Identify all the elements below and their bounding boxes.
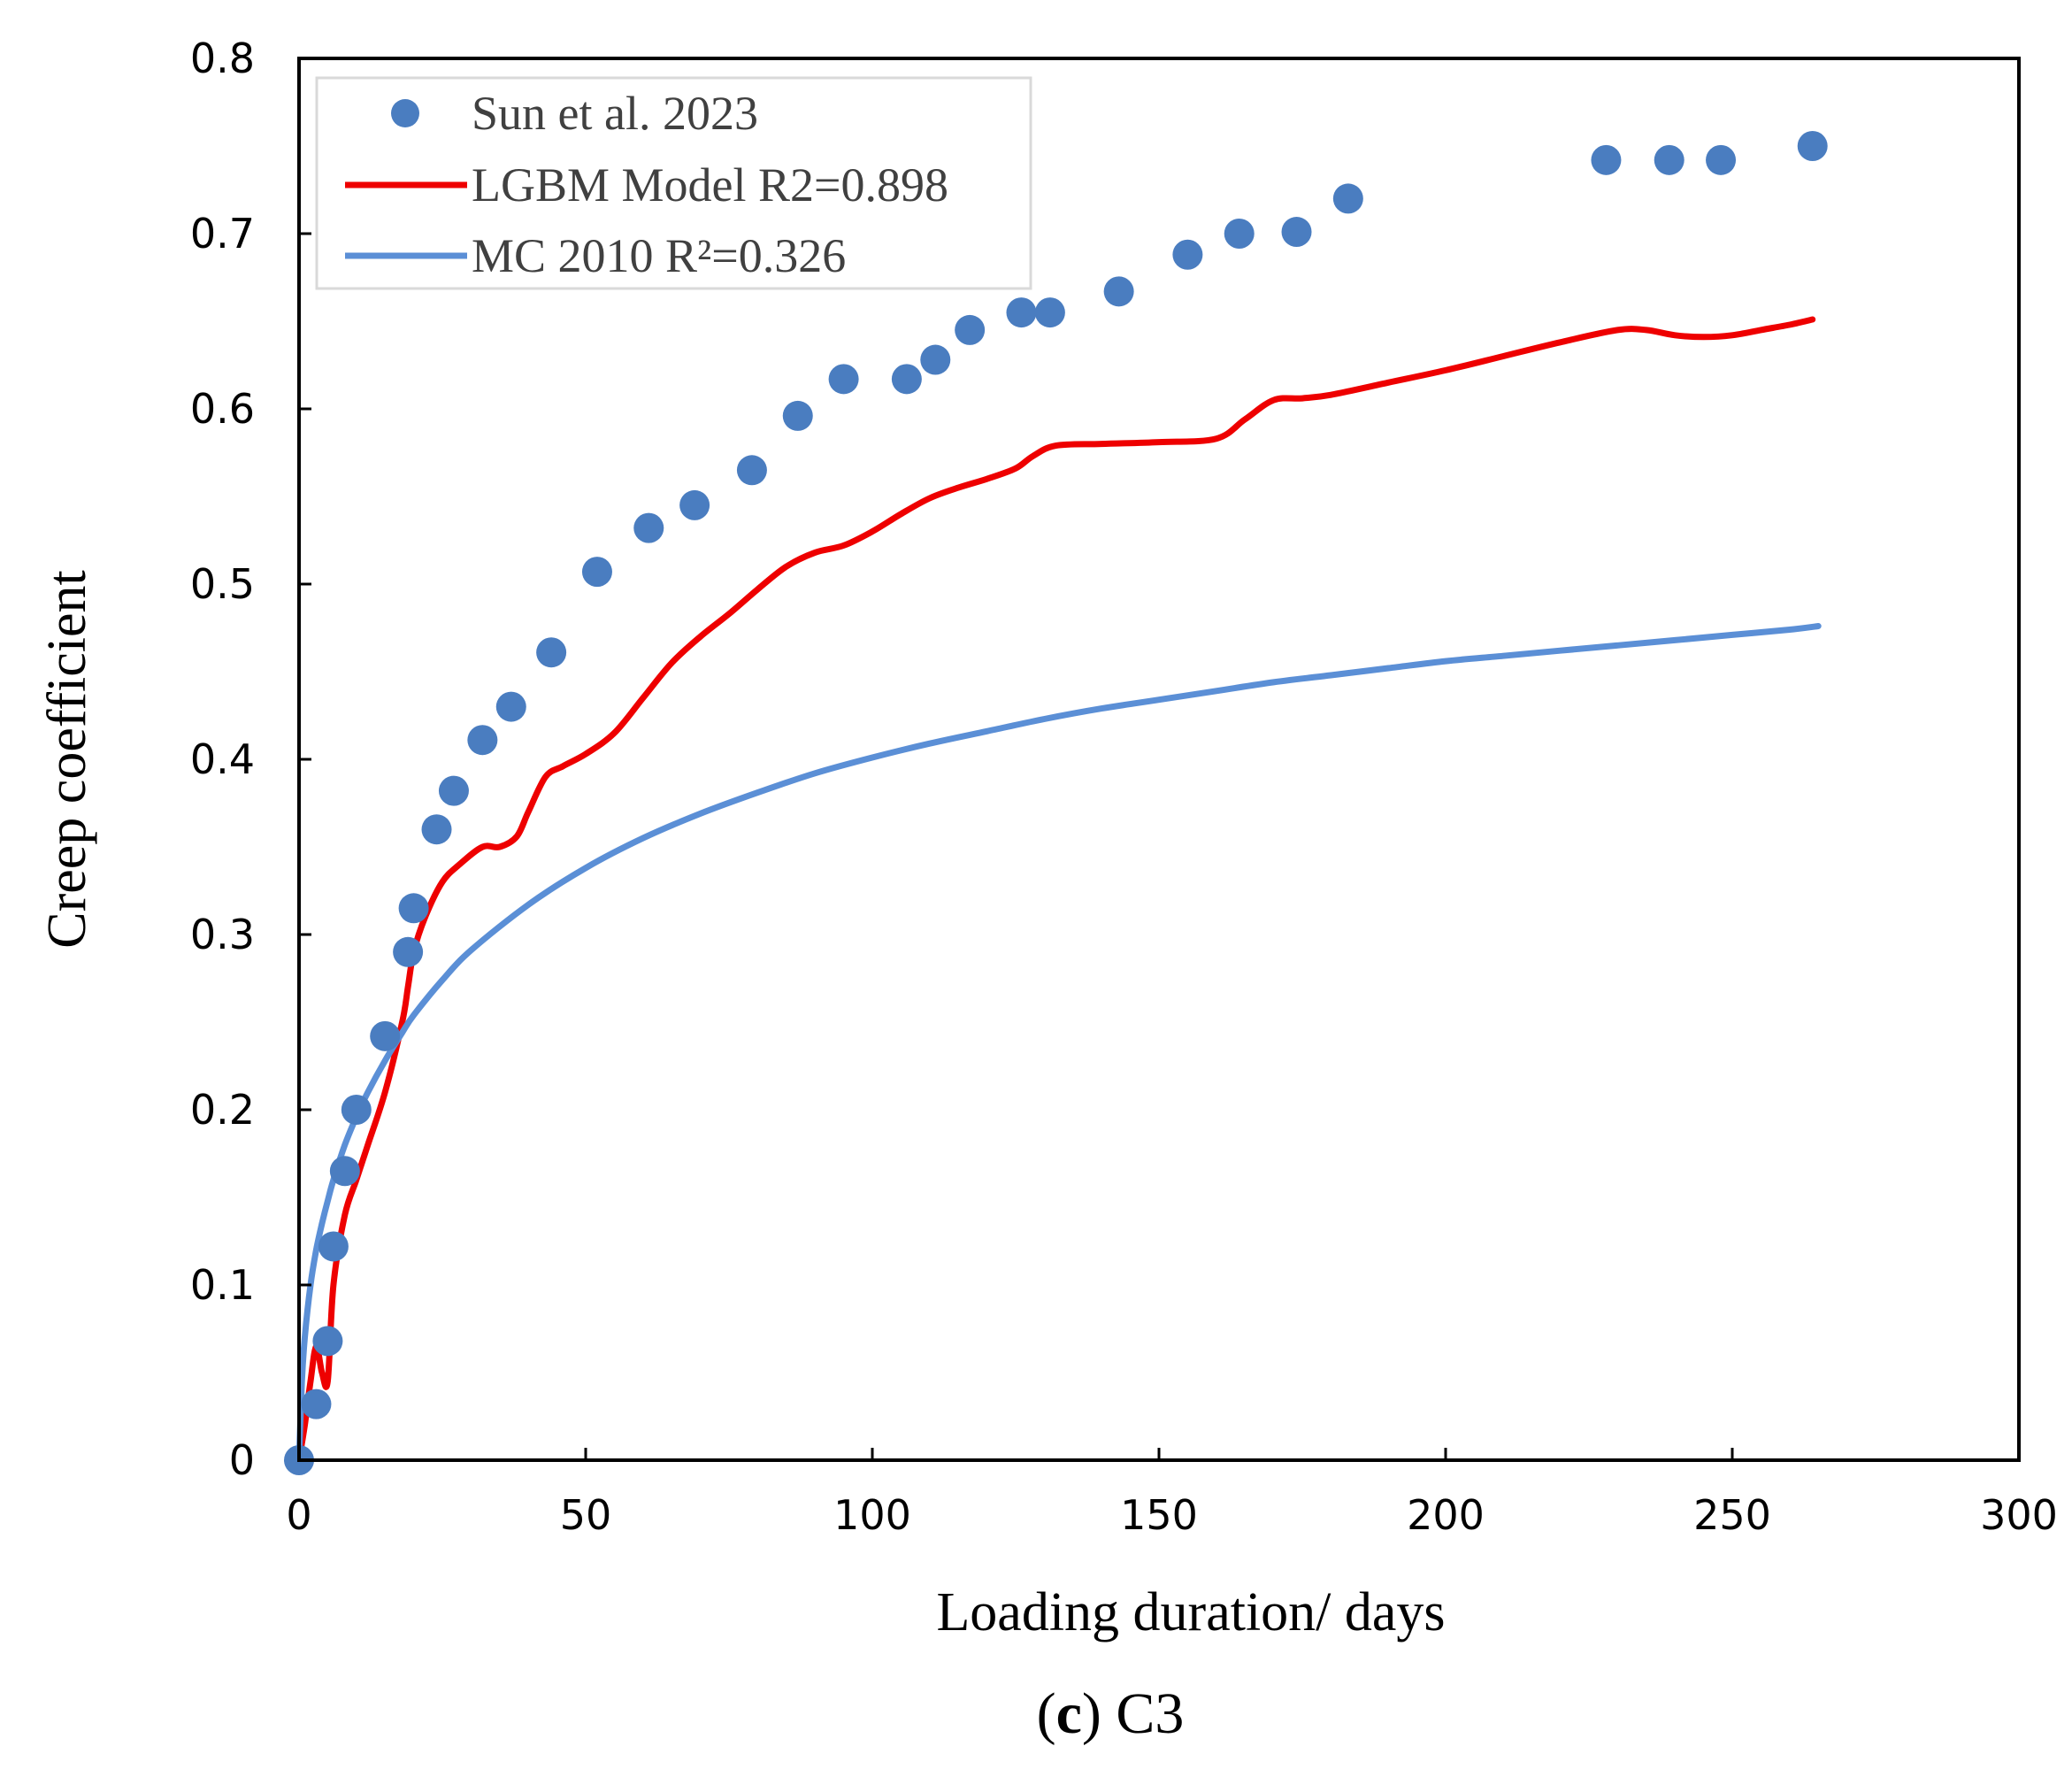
y-axis-title: Creep coefficient [37, 570, 97, 948]
x-tick-label: 250 [1693, 1491, 1771, 1539]
data-point [1006, 297, 1037, 328]
x-tick-label: 200 [1407, 1491, 1485, 1539]
y-tick-label: 0.2 [190, 1086, 255, 1134]
data-point [1281, 217, 1312, 248]
legend-box: Sun et al. 2023 LGBM Model R2=0.898 MC 2… [315, 76, 1032, 290]
y-tick-label: 0.8 [190, 35, 255, 82]
legend-label-sun: Sun et al. 2023 [472, 87, 758, 140]
data-point [782, 400, 813, 431]
x-tick-label: 50 [560, 1491, 612, 1539]
legend-marker-sun [391, 99, 419, 127]
y-tick-label: 0 [229, 1436, 255, 1484]
data-point [891, 364, 922, 395]
caption-letter: c [1056, 1681, 1082, 1746]
data-point [1224, 219, 1255, 249]
caption-rest: ) C3 [1082, 1681, 1185, 1746]
data-point [495, 691, 526, 722]
legend-label-lgbm: LGBM Model R2=0.898 [472, 158, 948, 212]
data-point [329, 1156, 360, 1187]
data-point [438, 775, 469, 806]
data-point [1797, 131, 1828, 161]
data-point [1034, 297, 1065, 328]
data-point [421, 814, 452, 845]
data-point [633, 512, 664, 543]
data-point [1332, 183, 1363, 214]
data-point [581, 557, 612, 588]
legend-label-mc2010: MC 2010 R²=0.326 [472, 229, 846, 282]
data-point [318, 1231, 349, 1262]
y-tick-label: 0.1 [190, 1261, 255, 1309]
series-line-2 [295, 623, 1822, 1464]
x-tick-label: 0 [286, 1491, 311, 1539]
y-tick-label: 0.6 [190, 385, 255, 433]
data-point [341, 1095, 372, 1125]
x-tick-label: 300 [1980, 1491, 2058, 1539]
data-point [828, 364, 859, 395]
data-point [1103, 276, 1134, 307]
data-point [1654, 144, 1684, 175]
data-point [536, 637, 567, 668]
data-point [301, 1389, 332, 1419]
y-tick-label: 0.5 [190, 560, 255, 608]
y-tick-label: 0.3 [190, 911, 255, 958]
x-axis-ticks: 0 50 100 150 200 250 300 [286, 1448, 2058, 1539]
y-tick-label: 0.7 [190, 210, 255, 258]
x-axis-title: Loading duration/ days [936, 1582, 1445, 1642]
data-point [1706, 144, 1737, 175]
figure-caption: (c) C3 [1037, 1681, 1185, 1746]
data-point [467, 725, 498, 756]
data-point [679, 489, 710, 520]
data-point [370, 1020, 401, 1051]
data-point [398, 893, 429, 924]
x-tick-label: 100 [833, 1491, 911, 1539]
data-point [393, 936, 424, 967]
y-tick-label: 0.4 [190, 735, 255, 783]
data-point [920, 344, 951, 375]
data-point [1172, 239, 1203, 270]
caption-open: ( [1037, 1681, 1056, 1746]
x-tick-label: 150 [1120, 1491, 1198, 1539]
data-point [955, 314, 986, 345]
data-point [736, 455, 767, 486]
series-line-1 [295, 316, 1816, 1464]
data-point [1591, 144, 1622, 175]
y-axis-ticks: 0 0.1 0.2 0.3 0.4 0.5 0.6 0.7 0.8 [190, 35, 311, 1484]
data-point [312, 1326, 343, 1357]
